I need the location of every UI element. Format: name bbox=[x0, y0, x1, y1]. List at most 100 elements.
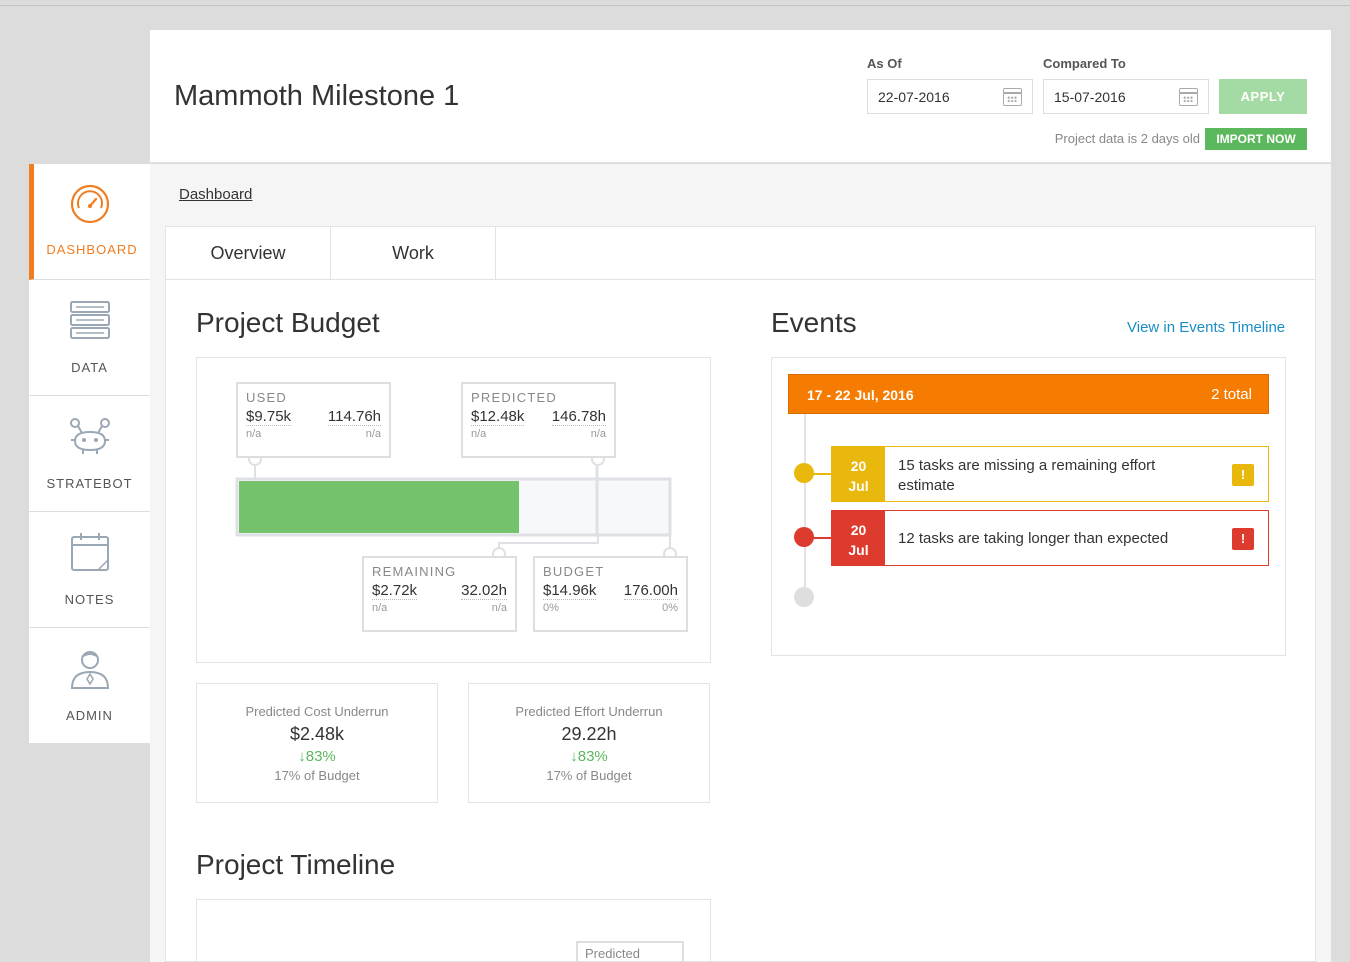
sidebar-item-label: ADMIN bbox=[66, 708, 113, 723]
user-icon bbox=[70, 651, 109, 689]
budget-title: BUDGET bbox=[543, 564, 605, 579]
import-now-button[interactable]: IMPORT NOW bbox=[1205, 128, 1307, 150]
calendar-icon[interactable] bbox=[1179, 88, 1198, 106]
project-budget-title: Project Budget bbox=[196, 307, 380, 338]
as-of-date-value: 22-07-2016 bbox=[878, 89, 950, 105]
sidebar-item-label: DATA bbox=[71, 360, 108, 375]
events-total: 2 total bbox=[1211, 386, 1252, 403]
warning-icon: ! bbox=[1232, 464, 1254, 486]
tab-work[interactable]: Work bbox=[331, 227, 496, 280]
budget-cost: $14.96k bbox=[543, 582, 597, 600]
remaining-label-box: REMAINING $2.72k 32.02h n/a n/a bbox=[362, 556, 517, 632]
sidebar-item-dashboard[interactable]: DASHBOARD bbox=[29, 164, 150, 280]
used-label-box: USED $9.75k 114.76h n/a n/a bbox=[236, 382, 391, 458]
used-effort-sub: n/a bbox=[365, 428, 381, 440]
budget-label-box: BUDGET $14.96k 176.00h 0% 0% bbox=[533, 556, 688, 632]
event-text: 12 tasks are taking longer than expected bbox=[898, 530, 1169, 547]
remaining-effort-sub: n/a bbox=[491, 602, 507, 614]
sidebar-item-label: DASHBOARD bbox=[46, 242, 138, 257]
event-dot bbox=[794, 463, 814, 483]
remaining-cost-sub: n/a bbox=[372, 602, 388, 614]
view-events-timeline-link[interactable]: View in Events Timeline bbox=[1127, 319, 1286, 336]
stat-title: Predicted Cost Underrun bbox=[245, 704, 389, 719]
project-timeline-title: Project Timeline bbox=[196, 849, 396, 880]
used-title: USED bbox=[246, 390, 287, 405]
sidebar-item-label: NOTES bbox=[64, 592, 115, 607]
apply-button[interactable]: APPLY bbox=[1219, 79, 1307, 114]
event-day: 20 bbox=[850, 458, 867, 474]
event-item[interactable]: 20 Jul 15 tasks are missing a remaining … bbox=[831, 446, 1269, 502]
calendar-icon[interactable] bbox=[1003, 88, 1022, 106]
budget-bar-graphic bbox=[235, 452, 677, 561]
data-age-text: Project data is 2 days old bbox=[1054, 131, 1200, 146]
predicted-effort-sub: n/a bbox=[590, 428, 606, 440]
used-cost-sub: n/a bbox=[246, 428, 262, 440]
remaining-connector bbox=[498, 535, 599, 554]
dashboard-card: Overview Work Project Budget USED $9.75k… bbox=[165, 226, 1316, 962]
event-day: 20 bbox=[850, 522, 867, 538]
effort-underrun-stat: Predicted Effort Underrun 29.22h ↓83% 17… bbox=[468, 683, 710, 803]
event-date: 20 Jul bbox=[832, 447, 885, 501]
sidebar-item-stratebot[interactable]: STRATEBOT bbox=[29, 396, 150, 512]
events-panel: 17 - 22 Jul, 2016 2 total 20 Jul 15 task… bbox=[771, 357, 1286, 656]
stat-change: ↓83% bbox=[298, 748, 336, 765]
as-of-label: As Of bbox=[867, 56, 902, 71]
calendar-note-icon bbox=[70, 533, 109, 571]
breadcrumb[interactable]: Dashboard bbox=[179, 186, 253, 203]
event-month: Jul bbox=[848, 542, 869, 558]
remaining-title: REMAINING bbox=[372, 564, 457, 579]
used-cost: $9.75k bbox=[246, 408, 292, 426]
budget-effort-sub: 0% bbox=[662, 602, 678, 614]
used-bar-fill bbox=[239, 481, 519, 533]
stat-title: Predicted Effort Underrun bbox=[515, 704, 663, 719]
tab-overview[interactable]: Overview bbox=[166, 227, 331, 280]
predicted-timeline-label: Predicted bbox=[576, 941, 684, 962]
budget-panel: USED $9.75k 114.76h n/a n/a PREDICTED $12.… bbox=[196, 357, 711, 663]
main-content: Dashboard Overview Work Project Budget bbox=[150, 164, 1331, 962]
sidebar-nav: DASHBOARD DATA STRATEBOT bbox=[29, 164, 150, 744]
budget-cost-sub: 0% bbox=[543, 602, 559, 614]
event-connector bbox=[804, 473, 832, 475]
alert-icon: ! bbox=[1232, 528, 1254, 550]
event-month: Jul bbox=[848, 478, 869, 494]
events-range: 17 - 22 Jul, 2016 bbox=[807, 387, 914, 403]
stat-change: ↓83% bbox=[570, 748, 608, 765]
budget-effort: 176.00h bbox=[623, 582, 678, 600]
event-date: 20 Jul bbox=[832, 511, 885, 565]
robot-icon bbox=[69, 418, 110, 454]
used-effort: 114.76h bbox=[327, 408, 381, 426]
event-dot bbox=[794, 527, 814, 547]
stat-value: 29.22h bbox=[561, 724, 617, 744]
predicted-title: PREDICTED bbox=[471, 390, 557, 405]
event-text: 15 tasks are missing a remaining effort … bbox=[898, 457, 1156, 494]
sidebar-item-label: STRATEBOT bbox=[46, 476, 133, 491]
predicted-cost: $12.48k bbox=[471, 408, 525, 426]
events-range-header[interactable]: 17 - 22 Jul, 2016 2 total bbox=[788, 374, 1269, 414]
page-title: Mammoth Milestone 1 bbox=[174, 80, 460, 112]
remaining-effort: 32.02h bbox=[461, 582, 507, 600]
gauge-icon bbox=[70, 184, 110, 224]
predicted-label-box: PREDICTED $12.48k 146.78h n/a n/a bbox=[461, 382, 616, 458]
timeline-panel: Predicted bbox=[196, 899, 711, 962]
compared-to-date-value: 15-07-2016 bbox=[1054, 89, 1126, 105]
predicted-cost-sub: n/a bbox=[471, 428, 487, 440]
sidebar-item-data[interactable]: DATA bbox=[29, 280, 150, 396]
stat-value: $2.48k bbox=[289, 724, 345, 744]
cost-underrun-stat: Predicted Cost Underrun $2.48k ↓83% 17% … bbox=[196, 683, 438, 803]
event-connector bbox=[804, 537, 832, 539]
stat-note: 17% of Budget bbox=[546, 768, 632, 783]
server-icon bbox=[69, 301, 110, 339]
stat-note: 17% of Budget bbox=[274, 768, 360, 783]
event-item[interactable]: 20 Jul 12 tasks are taking longer than e… bbox=[831, 510, 1269, 566]
sidebar-item-notes[interactable]: NOTES bbox=[29, 512, 150, 628]
timeline-end-dot bbox=[794, 587, 814, 607]
predicted-effort: 146.78h bbox=[551, 408, 606, 426]
as-of-date-input[interactable]: 22-07-2016 bbox=[867, 79, 1033, 114]
window-top-border bbox=[0, 5, 1350, 6]
sidebar-item-admin[interactable]: ADMIN bbox=[29, 628, 150, 744]
tab-bar: Overview Work bbox=[166, 227, 1315, 280]
compared-to-date-input[interactable]: 15-07-2016 bbox=[1043, 79, 1209, 114]
events-timeline-line bbox=[804, 414, 806, 598]
remaining-cost: $2.72k bbox=[372, 582, 418, 600]
events-title: Events bbox=[771, 307, 857, 338]
